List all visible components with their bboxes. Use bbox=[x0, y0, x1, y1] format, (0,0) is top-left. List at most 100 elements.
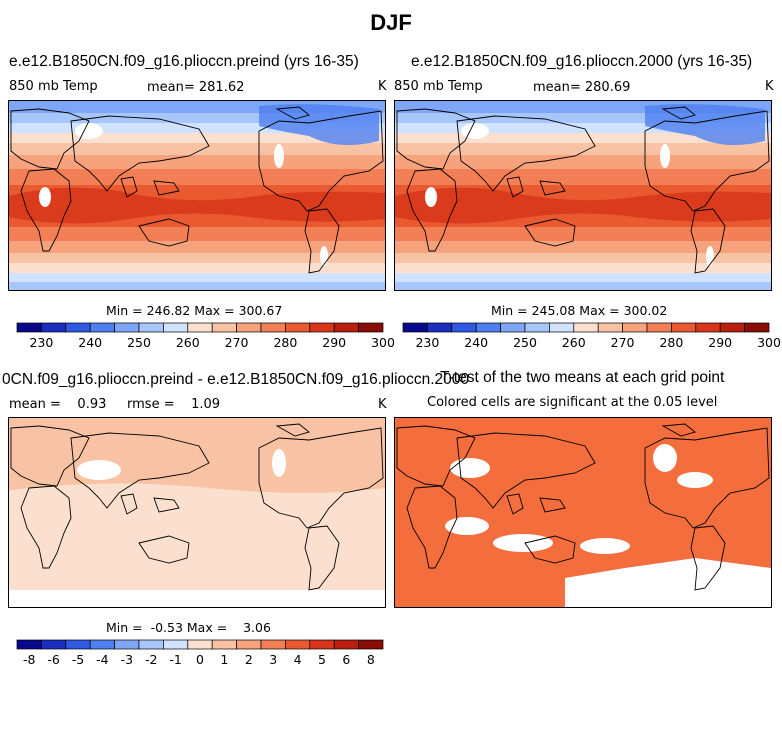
panel-3-colorbar: -8 -6 -5 -4 -3 -2 -1 0 1 2 3 4 5 6 8 bbox=[16, 639, 403, 670]
colorbar-tick-label: 1 bbox=[220, 652, 228, 667]
colorbar-tick-label: 230 bbox=[29, 335, 53, 350]
colorbar-box-0 bbox=[16, 322, 42, 333]
colorbar-box-11 bbox=[285, 322, 311, 333]
missing-region bbox=[461, 123, 489, 139]
colorbar-box-13 bbox=[333, 639, 359, 650]
temp-band-13 bbox=[395, 273, 771, 282]
colorbar-tick-label: 2 bbox=[245, 652, 253, 667]
temp-band-6 bbox=[9, 169, 385, 185]
panel-2-mean-label: mean= 280.69 bbox=[533, 80, 631, 95]
coastline-4 bbox=[70, 432, 210, 509]
panel-4-map bbox=[394, 417, 772, 608]
colorbar-tick-label: 280 bbox=[659, 335, 683, 350]
colorbar-box-14 bbox=[744, 322, 770, 333]
colorbar-box-11 bbox=[285, 639, 311, 650]
colorbar-box-1 bbox=[427, 322, 453, 333]
colorbar-box-10 bbox=[646, 322, 672, 333]
temp-band-10 bbox=[9, 241, 385, 253]
colorbar-box-12 bbox=[309, 639, 335, 650]
colorbar-box-0 bbox=[16, 639, 42, 650]
coastline-0 bbox=[396, 108, 476, 170]
colorbar-tick-label: -1 bbox=[169, 652, 181, 667]
colorbar-box-4 bbox=[114, 639, 140, 650]
missing-region bbox=[77, 460, 121, 480]
missing-region bbox=[706, 246, 714, 266]
nonsignificant-cell-5 bbox=[677, 472, 713, 488]
panel-2-colorbar: 230 240 250 260 270 280 290 300 bbox=[402, 322, 782, 353]
colorbar-box-7 bbox=[187, 322, 213, 333]
colorbar-box-13 bbox=[719, 322, 745, 333]
colorbar-tick-label: 3 bbox=[269, 652, 277, 667]
colorbar-svg: 230 240 250 260 270 280 290 300 bbox=[402, 322, 781, 350]
coastline-2 bbox=[304, 208, 340, 274]
nonsignificant-cell-0 bbox=[450, 458, 490, 478]
cold-region bbox=[645, 104, 765, 145]
map-diff-svg bbox=[9, 418, 385, 607]
diff-band-mid bbox=[9, 446, 385, 493]
missing-region bbox=[75, 123, 103, 139]
colorbar-tick-label: 240 bbox=[464, 335, 488, 350]
temp-band-12 bbox=[395, 263, 771, 273]
colorbar-box-1 bbox=[41, 322, 67, 333]
panel-1-title: e.e12.B1850CN.f09_g16.plioccn.preind (yr… bbox=[9, 53, 359, 70]
coastline-7 bbox=[506, 176, 524, 198]
temp-band-1 bbox=[395, 113, 771, 123]
temp-band-5 bbox=[9, 155, 385, 169]
colorbar-tick-label: 4 bbox=[294, 652, 302, 667]
panel-1-mean-label: mean= 281.62 bbox=[147, 80, 245, 95]
coastline-0 bbox=[10, 108, 90, 170]
coastline-3 bbox=[406, 168, 458, 252]
cold-region bbox=[259, 104, 379, 145]
coastline-2 bbox=[690, 525, 726, 591]
nonsignificant-cell-4 bbox=[493, 534, 553, 552]
colorbar-box-7 bbox=[573, 322, 599, 333]
coastline-5 bbox=[138, 535, 190, 564]
temp-band-9 bbox=[395, 227, 771, 241]
coastline-6 bbox=[661, 106, 696, 120]
colorbar-tick-label: 300 bbox=[371, 335, 395, 350]
temp-band-12 bbox=[9, 263, 385, 273]
coastline-8 bbox=[539, 180, 566, 196]
colorbar-box-4 bbox=[500, 322, 526, 333]
warm-pool bbox=[395, 187, 771, 224]
colorbar-tick-label: 240 bbox=[78, 335, 102, 350]
colorbar-box-9 bbox=[236, 639, 262, 650]
panel-3-minmax: Min = -0.53 Max = 3.06 bbox=[106, 620, 271, 635]
colorbar-box-8 bbox=[597, 322, 623, 333]
missing-region bbox=[320, 246, 328, 266]
map-field-svg bbox=[9, 101, 385, 290]
panel-2-minmax: Min = 245.08 Max = 300.02 bbox=[491, 303, 668, 318]
temp-band-14 bbox=[9, 282, 385, 290]
temp-band-3 bbox=[9, 133, 385, 143]
colorbar-box-4 bbox=[114, 322, 140, 333]
colorbar-box-5 bbox=[138, 322, 164, 333]
coastline-1 bbox=[258, 110, 384, 212]
temp-band-2 bbox=[9, 123, 385, 133]
coastline-5 bbox=[524, 218, 576, 247]
coastline-3 bbox=[406, 485, 458, 569]
colorbar-tick-label: 250 bbox=[127, 335, 151, 350]
panel-2-title: e.e12.B1850CN.f09_g16.plioccn.2000 (yrs … bbox=[411, 53, 753, 70]
colorbar-tick-label: 8 bbox=[367, 652, 375, 667]
colorbar-tick-label: 260 bbox=[176, 335, 200, 350]
panel-2-variable-label: 850 mb Temp bbox=[394, 79, 483, 94]
colorbar-box-5 bbox=[138, 639, 164, 650]
panel-3-mean-rmse: mean = 0.93 rmse = 1.09 bbox=[9, 397, 221, 412]
colorbar-tick-label: 0 bbox=[196, 652, 204, 667]
colorbar-box-6 bbox=[163, 322, 189, 333]
temp-band-5 bbox=[395, 155, 771, 169]
coastline-4 bbox=[456, 432, 596, 509]
colorbar-tick-label: -2 bbox=[145, 652, 157, 667]
colorbar-box-0 bbox=[402, 322, 428, 333]
colorbar-box-10 bbox=[260, 322, 286, 333]
temp-band-1 bbox=[9, 113, 385, 123]
panel-1-map bbox=[8, 100, 386, 291]
coastline-7 bbox=[120, 493, 138, 515]
missing-region bbox=[274, 144, 284, 168]
panel-3-map bbox=[8, 417, 386, 608]
antarctica-mask bbox=[9, 590, 385, 607]
colorbar-box-3 bbox=[89, 639, 115, 650]
colorbar-tick-label: -6 bbox=[47, 652, 60, 667]
panel-2-map bbox=[394, 100, 772, 291]
nonsignificant-cell-1 bbox=[653, 444, 677, 472]
